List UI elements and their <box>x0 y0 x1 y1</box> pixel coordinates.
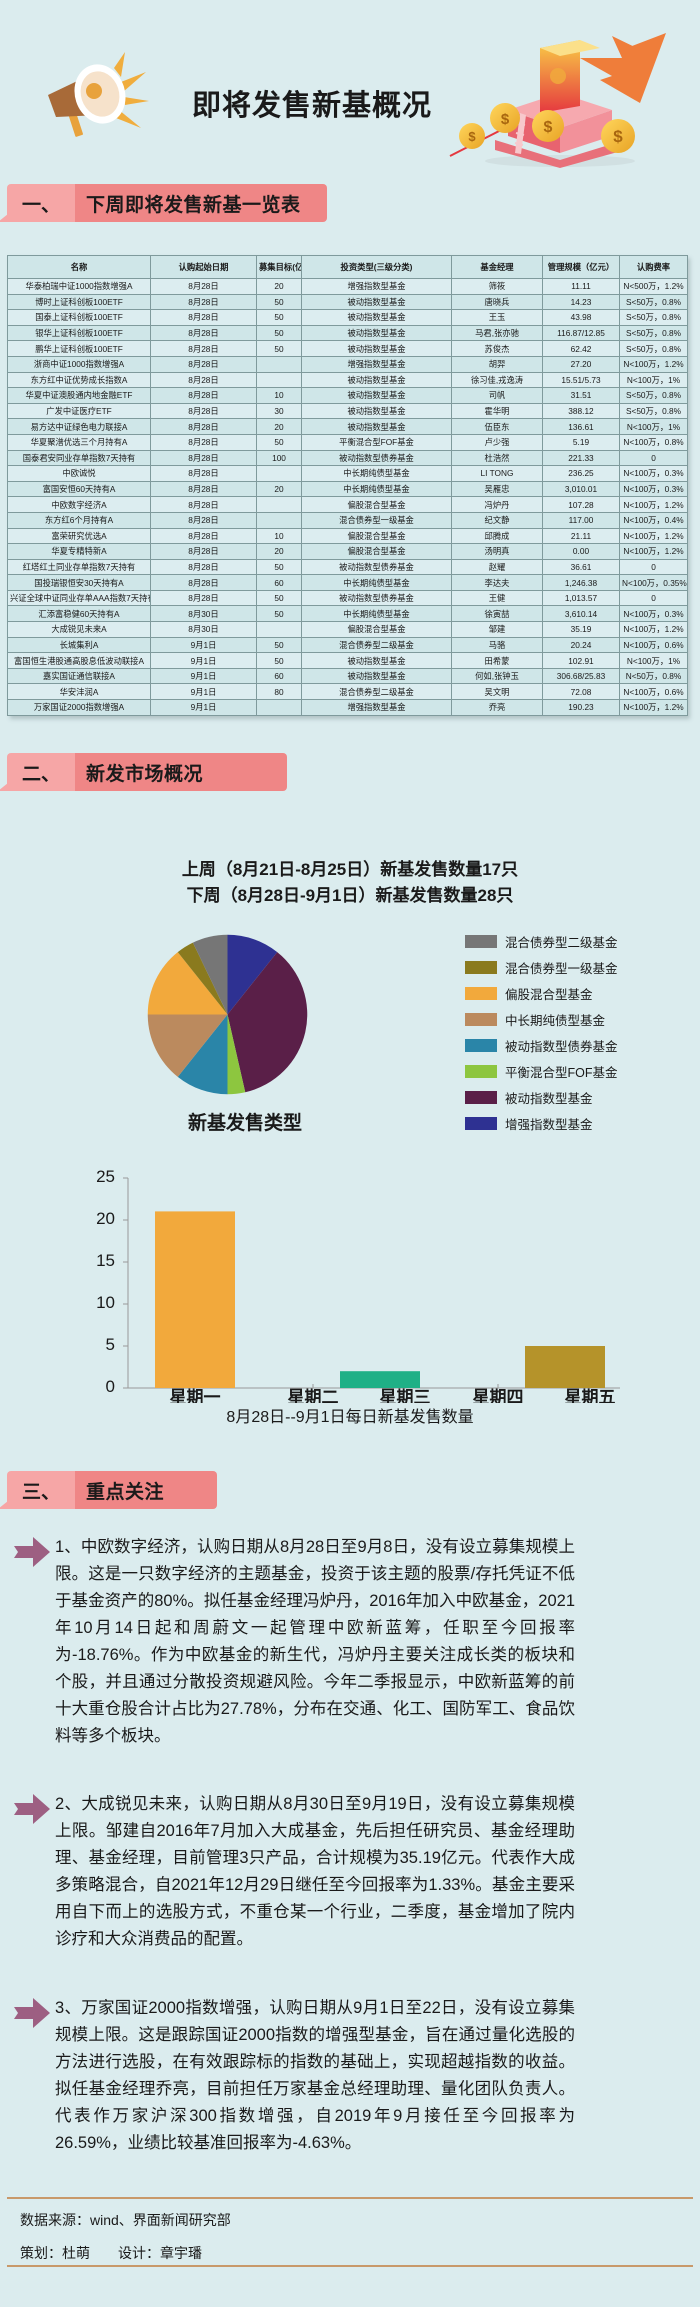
svg-text:星期二: 星期二 <box>288 1388 339 1403</box>
svg-text:$: $ <box>613 127 623 146</box>
svg-text:星期五: 星期五 <box>565 1388 616 1403</box>
svg-text:$: $ <box>544 119 553 136</box>
svg-text:星期三: 星期三 <box>380 1388 431 1403</box>
svg-text:5: 5 <box>106 1335 115 1354</box>
svg-text:星期四: 星期四 <box>473 1388 524 1403</box>
svg-text:20: 20 <box>96 1209 115 1228</box>
svg-text:10: 10 <box>96 1293 115 1312</box>
svg-text:星期一: 星期一 <box>170 1388 221 1403</box>
svg-text:15: 15 <box>96 1251 115 1270</box>
svg-text:$: $ <box>468 129 476 144</box>
svg-text:$: $ <box>501 111 510 128</box>
svg-text:0: 0 <box>106 1377 115 1396</box>
svg-text:25: 25 <box>96 1167 115 1186</box>
